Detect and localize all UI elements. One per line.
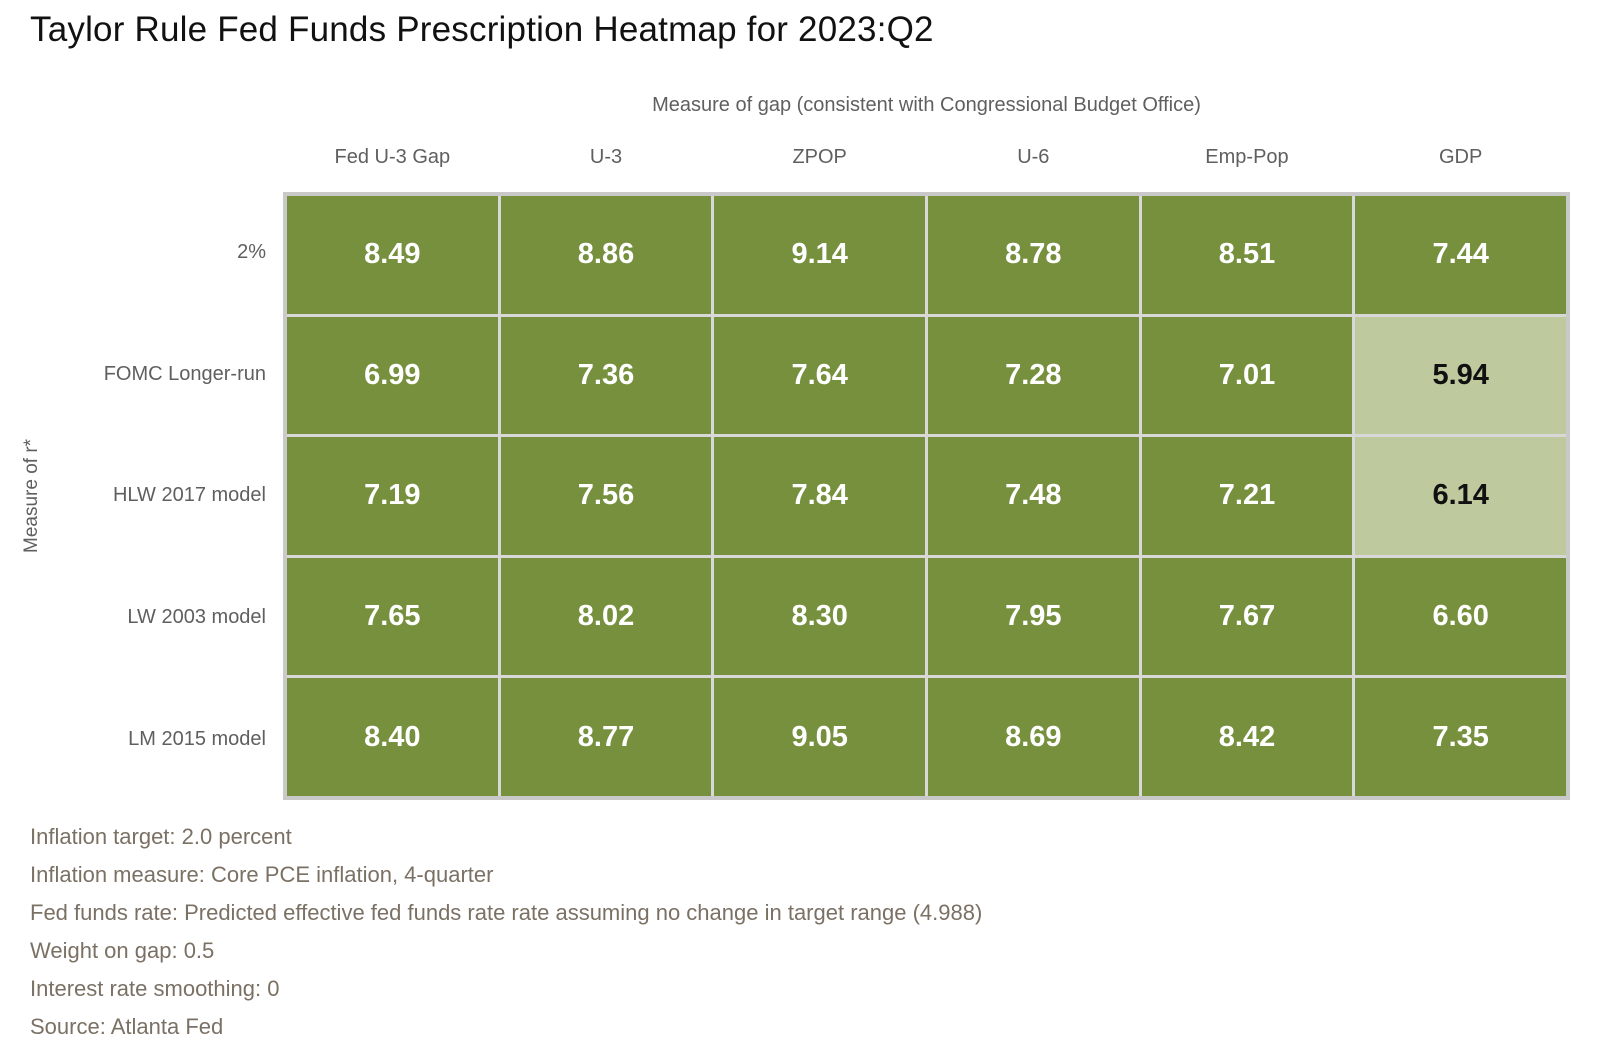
footnote-line: Interest rate smoothing: 0 — [30, 976, 280, 1001]
heatmap-cell: 7.48 — [928, 437, 1139, 555]
row-label: FOMC Longer-run — [103, 362, 266, 385]
column-header: U-3 — [589, 146, 623, 168]
heatmap-cell: 8.30 — [714, 557, 925, 676]
heatmap-cell: 8.86 — [500, 196, 712, 314]
column-header: Fed U-3 Gap — [334, 146, 451, 168]
heatmap-cell: 7.84 — [714, 437, 925, 555]
footnote-line: Inflation measure: Core PCE inflation, 4… — [30, 862, 494, 887]
heatmap-cell: 7.36 — [500, 316, 712, 435]
heatmap-cell: 7.19 — [287, 437, 498, 555]
column-header: ZPOP — [792, 146, 847, 168]
footnote-line: Fed funds rate: Predicted effective fed … — [30, 900, 983, 925]
heatmap-cell: 7.64 — [714, 316, 925, 435]
heatmap-cell: 7.21 — [1141, 437, 1353, 555]
heatmap-cell: 7.65 — [287, 557, 498, 676]
heatmap-cell: 8.78 — [928, 196, 1139, 314]
heatmap-cell: 9.05 — [714, 678, 925, 796]
heatmap-cell: 8.49 — [287, 196, 498, 314]
heatmap-cell: 7.44 — [1355, 196, 1566, 314]
heatmap-cell: 6.60 — [1355, 557, 1566, 676]
heatmap-cell: 7.95 — [928, 557, 1139, 676]
footnote-line: Weight on gap: 0.5 — [30, 938, 215, 963]
heatmap-cell: 7.67 — [1141, 557, 1353, 676]
heatmap-cell: 8.02 — [500, 557, 712, 676]
footnote-line: Source: Atlanta Fed — [30, 1014, 224, 1039]
heatmap-cell: 9.14 — [714, 196, 925, 314]
heatmap-cell: 6.99 — [287, 316, 498, 435]
heatmap-cell: 7.56 — [500, 437, 712, 555]
heatmap-cell: 7.01 — [1141, 316, 1353, 435]
heatmap-cell: 6.14 — [1355, 437, 1566, 555]
column-header-row: Fed U-3 Gap U-3 ZPOP U-6 Emp-Pop GDP — [283, 146, 1570, 169]
heatmap-cell: 8.51 — [1141, 196, 1353, 314]
heatmap-cell: 7.35 — [1355, 678, 1566, 796]
heatmap-cell: 5.94 — [1355, 316, 1566, 435]
footnotes-block: Inflation target: 2.0 percent Inflation m… — [30, 818, 982, 1046]
heatmap-cell: 8.77 — [500, 678, 712, 796]
row-label: 2% — [237, 241, 266, 264]
row-label: HLW 2017 model — [112, 484, 266, 507]
footnote-line: Inflation target: 2.0 percent — [30, 824, 292, 849]
heatmap-cell: 8.69 — [928, 678, 1139, 796]
x-axis-group-title: Measure of gap (consistent with Congress… — [652, 94, 1201, 116]
column-header: U-6 — [1017, 146, 1050, 168]
column-header: GDP — [1438, 146, 1483, 168]
heatmap-cell: 8.40 — [287, 678, 498, 796]
heatmap-cell: 7.28 — [928, 316, 1139, 435]
heatmap-cell: 8.42 — [1141, 678, 1353, 796]
row-label: LM 2015 model — [128, 727, 266, 750]
column-header: Emp-Pop — [1205, 146, 1289, 168]
row-label-column: 2% FOMC Longer-run HLW 2017 model LW 2003 m… — [0, 192, 266, 800]
row-label: LW 2003 model — [127, 606, 266, 629]
heatmap-grid: 8.49 8.86 9.14 8.78 8.51 7.44 6.99 7.36 7.64 7.28… — [283, 192, 1570, 800]
chart-title: Taylor Rule Fed Funds Prescription Heatm… — [30, 10, 934, 49]
